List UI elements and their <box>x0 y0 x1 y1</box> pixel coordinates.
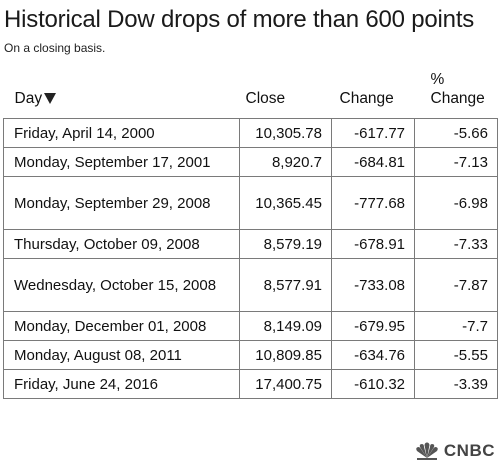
data-table-container: Day Close Change % Change Friday, April 1… <box>3 70 498 399</box>
cell-change: -684.81 <box>331 147 415 177</box>
cell-change: -610.32 <box>331 369 415 399</box>
page-subtitle: On a closing basis. <box>4 41 106 55</box>
page-title: Historical Dow drops of more than 600 po… <box>4 6 475 33</box>
cell-pct-change: -5.55 <box>414 340 498 370</box>
cell-day: Friday, June 24, 2016 <box>3 369 240 399</box>
cell-pct-change: -7.87 <box>414 258 498 312</box>
cell-day: Monday, September 29, 2008 <box>3 176 240 230</box>
table-row: Monday, December 01, 2008 8,149.09 -679.… <box>3 311 498 341</box>
column-header-pct-change[interactable]: % Change <box>415 70 498 119</box>
table-row: Friday, June 24, 2016 17,400.75 -610.32 … <box>3 369 498 399</box>
cell-change: -678.91 <box>331 229 415 259</box>
cell-pct-change: -7.7 <box>414 311 498 341</box>
cell-close: 8,920.7 <box>239 147 332 177</box>
table-row: Monday, September 17, 2001 8,920.7 -684.… <box>3 147 498 177</box>
table-row: Thursday, October 09, 2008 8,579.19 -678… <box>3 229 498 259</box>
cell-day: Monday, August 08, 2011 <box>3 340 240 370</box>
cell-change: -733.08 <box>331 258 415 312</box>
column-header-day-label: Day <box>14 90 43 107</box>
cnbc-logo-text: CNBC <box>443 441 495 460</box>
table-row: Monday, August 08, 2011 10,809.85 -634.7… <box>3 340 498 370</box>
table-row: Wednesday, October 15, 2008 8,577.91 -73… <box>3 258 498 312</box>
pct-header-line2: Change <box>430 90 485 107</box>
cell-pct-change: -5.66 <box>414 118 498 148</box>
cell-day: Friday, April 14, 2000 <box>3 118 240 148</box>
cell-day: Monday, December 01, 2008 <box>3 311 240 341</box>
cell-change: -634.76 <box>331 340 415 370</box>
peacock-icon <box>416 442 438 460</box>
cell-day: Thursday, October 09, 2008 <box>3 229 240 259</box>
cell-close: 10,809.85 <box>239 340 332 370</box>
cell-day: Wednesday, October 15, 2008 <box>3 258 240 312</box>
cell-pct-change: -3.39 <box>414 369 498 399</box>
table-header-row: Day Close Change % Change <box>4 70 498 119</box>
cell-pct-change: -6.98 <box>414 176 498 230</box>
cell-close: 17,400.75 <box>239 369 332 399</box>
cell-close: 8,149.09 <box>239 311 332 341</box>
column-header-change[interactable]: Change <box>339 90 394 107</box>
column-header-close[interactable]: Close <box>245 90 286 107</box>
cell-pct-change: -7.13 <box>414 147 498 177</box>
triangle-down-icon[interactable] <box>44 93 57 104</box>
pct-header-line1: % <box>430 71 445 88</box>
cell-pct-change: -7.33 <box>414 229 498 259</box>
cell-close: 8,577.91 <box>239 258 332 312</box>
dow-drops-table: Day Close Change % Change Friday, April 1… <box>3 70 498 399</box>
cell-change: -777.68 <box>331 176 415 230</box>
cell-change: -617.77 <box>331 118 415 148</box>
cell-change: -679.95 <box>331 311 415 341</box>
column-header-day[interactable]: Day <box>4 70 240 119</box>
cell-day: Monday, September 17, 2001 <box>3 147 240 177</box>
table-row: Monday, September 29, 2008 10,365.45 -77… <box>3 176 498 230</box>
cell-close: 10,365.45 <box>239 176 332 230</box>
cell-close: 8,579.19 <box>239 229 332 259</box>
cell-close: 10,305.78 <box>239 118 332 148</box>
cnbc-logo: CNBC <box>414 441 495 461</box>
table-row: Friday, April 14, 2000 10,305.78 -617.77… <box>3 118 498 148</box>
